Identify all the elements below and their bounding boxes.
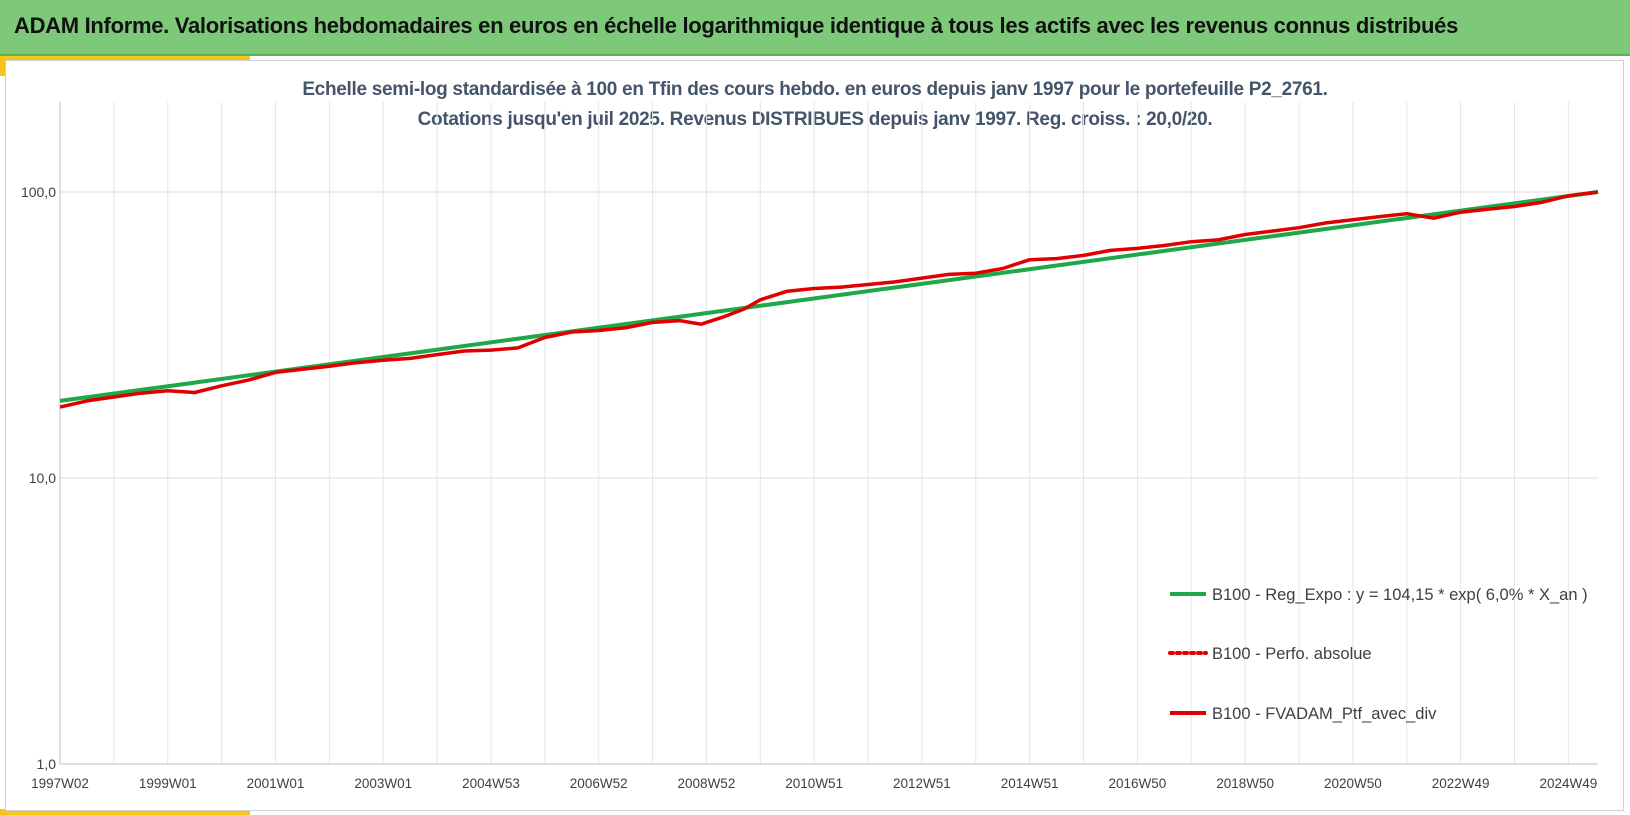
- accent-bar-top: [0, 56, 250, 61]
- page-title: ADAM Informe. Valorisations hebdomadaire…: [14, 13, 1459, 38]
- y-tick-label: 100,0: [21, 184, 56, 200]
- x-tick-label: 2016W50: [1109, 776, 1167, 791]
- legend-label: B100 - Reg_Expo : y = 104,15 * exp( 6,0%…: [1212, 586, 1588, 604]
- x-tick-label: 2003W01: [354, 776, 412, 791]
- chart-subtitle: Cotations jusqu'en juil 2025. Revenus DI…: [417, 109, 1213, 130]
- x-tick-label: 1997W02: [31, 776, 89, 791]
- accent-bar-bottom: [0, 809, 250, 815]
- x-tick-label: 2014W51: [1001, 776, 1059, 791]
- x-tick-label: 2008W52: [678, 776, 736, 791]
- accent-bar-left: [0, 56, 5, 76]
- x-tick-label: 1999W01: [139, 776, 197, 791]
- x-tick-label: 2018W50: [1216, 776, 1274, 791]
- series-line-portfolio: [59, 190, 1599, 409]
- x-tick-label: 2020W50: [1324, 776, 1382, 791]
- x-tick-label: 2012W51: [893, 776, 951, 791]
- y-tick-label: 10,0: [29, 470, 56, 486]
- legend-label: B100 - FVADAM_Ptf_avec_div: [1212, 705, 1437, 723]
- x-tick-label: 2024W49: [1539, 776, 1597, 791]
- y-tick-label: 1,0: [37, 756, 57, 772]
- x-tick-label: 2010W51: [785, 776, 843, 791]
- x-tick-label: 2001W01: [247, 776, 305, 791]
- chart-title: Echelle semi-log standardisée à 100 en T…: [302, 79, 1328, 100]
- x-tick-label: 2022W49: [1432, 776, 1490, 791]
- x-tick-label: 2006W52: [570, 776, 628, 791]
- x-tick-label: 2004W53: [462, 776, 520, 791]
- header-banner: ADAM Informe. Valorisations hebdomadaire…: [0, 0, 1630, 56]
- legend-label: B100 - Perfo. absolue: [1212, 645, 1372, 663]
